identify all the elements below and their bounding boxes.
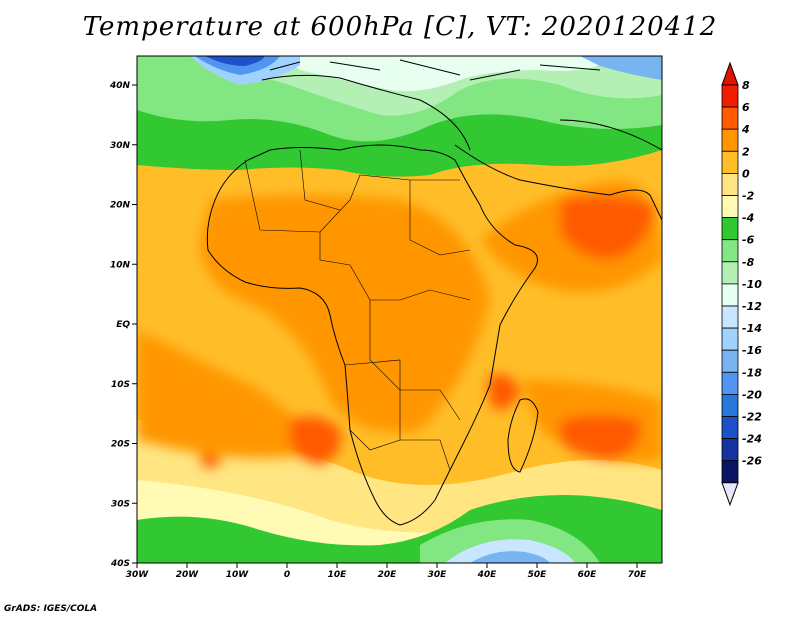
colorbar-label: -2 bbox=[742, 190, 755, 203]
lon-label: 30W bbox=[126, 570, 150, 580]
coastlines bbox=[206, 59, 662, 526]
colorbar-label: -20 bbox=[742, 388, 762, 401]
colorbar-label: -24 bbox=[742, 433, 762, 446]
colorbar-label: 6 bbox=[742, 101, 750, 114]
lon-label: 10E bbox=[328, 570, 348, 580]
lat-label: 40S bbox=[110, 559, 130, 569]
lat-label: EQ bbox=[116, 320, 130, 330]
colorbar-top-arrow bbox=[721, 61, 739, 86]
colorbar-swatch bbox=[721, 460, 739, 484]
colorbar-label: -26 bbox=[742, 455, 762, 468]
colorbar-label: -10 bbox=[742, 278, 762, 291]
temperature-field bbox=[137, 56, 662, 563]
lat-label: 30N bbox=[110, 141, 131, 151]
footer-credit: GrADS: IGES/COLA bbox=[4, 604, 98, 614]
colorbar-swatch bbox=[721, 106, 739, 130]
lon-label: 70E bbox=[628, 570, 648, 580]
lon-label: 10W bbox=[226, 570, 250, 580]
colorbar-label: 4 bbox=[741, 123, 750, 136]
colorbar-swatch bbox=[721, 239, 739, 263]
map-frame bbox=[136, 55, 663, 564]
colorbar-swatch bbox=[721, 371, 739, 395]
colorbar-swatch bbox=[721, 150, 739, 174]
colorbar-swatch bbox=[721, 217, 739, 241]
lon-label: 20W bbox=[176, 570, 200, 580]
latitude-axis: 40N 30N 20N 10N EQ 10S 20S 30S 40S bbox=[109, 81, 137, 569]
colorbar-swatch bbox=[721, 416, 739, 440]
longitude-axis: 30W 20W 10W 0 10E 20E 30E 40E 50E 60E 70E bbox=[126, 563, 647, 580]
colorbar-label: -6 bbox=[742, 234, 755, 247]
colorbar-swatch bbox=[721, 305, 739, 329]
colorbar-swatch bbox=[721, 438, 739, 462]
colorbar-swatch bbox=[721, 393, 739, 417]
colorbar-label: 0 bbox=[742, 167, 750, 180]
colorbar-label: 8 bbox=[742, 79, 750, 92]
lat-label: 10N bbox=[110, 260, 131, 270]
colorbar-swatch bbox=[721, 327, 739, 351]
colorbar-swatch bbox=[721, 84, 739, 108]
lon-label: 40E bbox=[477, 570, 498, 580]
colorbar-label: -18 bbox=[742, 366, 762, 379]
colorbar-swatch bbox=[721, 172, 739, 196]
colorbar-label: -14 bbox=[742, 322, 762, 335]
colorbar-label: -8 bbox=[742, 256, 755, 269]
colorbar-swatch bbox=[721, 128, 739, 152]
lat-label: 10S bbox=[111, 380, 130, 390]
lon-label: 0 bbox=[284, 570, 290, 580]
lat-label: 20N bbox=[110, 201, 131, 211]
colorbar-label: -22 bbox=[742, 411, 762, 424]
country-borders bbox=[244, 149, 471, 471]
lon-label: 20E bbox=[378, 570, 398, 580]
colorbar-swatch bbox=[721, 349, 739, 373]
colorbar-swatch bbox=[721, 261, 739, 285]
colorbar-label: -12 bbox=[742, 300, 762, 313]
lat-label: 40N bbox=[109, 81, 131, 91]
colorbar-swatch bbox=[721, 283, 739, 307]
colorbar-label: 2 bbox=[742, 145, 750, 158]
lon-label: 60E bbox=[578, 570, 598, 580]
colorbar-label: -4 bbox=[742, 212, 754, 225]
lon-label: 30E bbox=[428, 570, 448, 580]
lon-label: 50E bbox=[528, 570, 548, 580]
colorbar-label: -16 bbox=[742, 344, 762, 357]
map-title: Temperature at 600hPa [C], VT: 202012041… bbox=[82, 12, 718, 42]
lat-label: 20S bbox=[111, 440, 130, 450]
colorbar: 8 6 4 2 0 -2 -4 -6 -8 -10 -12 -14 -16 -18 -20 -22 -24 -26 bbox=[721, 61, 762, 507]
lat-label: 30S bbox=[111, 499, 130, 509]
colorbar-swatch bbox=[721, 195, 739, 219]
colorbar-bottom-arrow bbox=[721, 482, 739, 507]
